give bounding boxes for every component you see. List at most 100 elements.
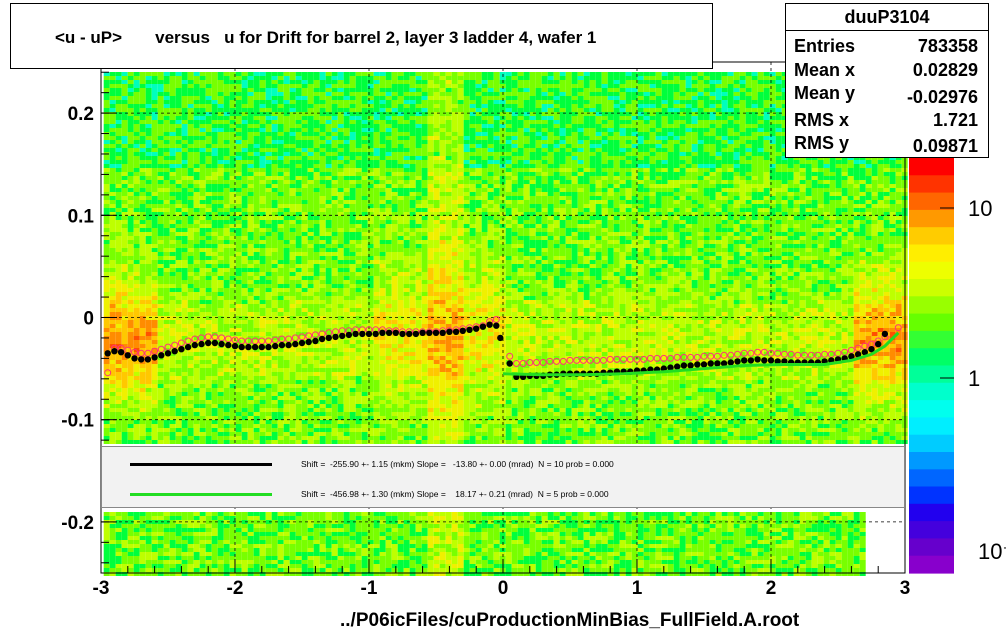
heatmap-cell [307,152,314,156]
heatmap-cell [181,540,188,544]
heatmap-cell [193,96,200,100]
heatmap-cell [361,324,368,328]
heatmap-cell [175,404,182,408]
heatmap-cell [199,92,206,96]
heatmap-cell [103,440,110,444]
heatmap-cell [229,380,236,384]
heatmap-cell [259,124,266,128]
heatmap-cell [121,112,128,116]
heatmap-cell [223,72,230,76]
heatmap-cell [109,160,116,164]
heatmap-cell [271,320,278,324]
heatmap-cell [169,228,176,232]
heatmap-cell [163,416,170,420]
heatmap-cell [241,292,248,296]
heatmap-cell [361,88,368,92]
heatmap-cell [181,120,188,124]
heatmap-cell [235,412,242,416]
heatmap-cell [223,184,230,188]
heatmap-cell [157,148,164,152]
heatmap-cell [295,84,302,88]
heatmap-cell [199,520,206,524]
heatmap-cell [109,340,116,344]
heatmap-cell [307,344,314,348]
heatmap-cell [217,384,224,388]
heatmap-cell [361,112,368,116]
heatmap-cell [181,220,188,224]
heatmap-cell [217,400,224,404]
heatmap-cell [223,316,230,320]
heatmap-cell [193,108,200,112]
heatmap-cell [319,172,326,176]
heatmap-cell [343,100,350,104]
heatmap-cell [373,316,380,320]
heatmap-cell [265,376,272,380]
heatmap-cell [145,88,152,92]
heatmap-cell [325,112,332,116]
heatmap-cell [367,116,374,120]
heatmap-cell [253,568,260,572]
heatmap-cell [241,168,248,172]
heatmap-cell [103,248,110,252]
heatmap-cell [253,156,260,160]
heatmap-cell [163,100,170,104]
heatmap-cell [301,188,308,192]
heatmap-cell [121,172,128,176]
heatmap-cell [307,512,314,516]
heatmap-cell [307,348,314,352]
heatmap-cell [307,380,314,384]
heatmap-cell [307,552,314,556]
heatmap-cell [307,92,314,96]
heatmap-cell [109,540,116,544]
heatmap-cell [133,428,140,432]
heatmap-cell [253,240,260,244]
heatmap-cell [313,224,320,228]
heatmap-cell [253,208,260,212]
heatmap-cell [289,436,296,440]
heatmap-cell [139,428,146,432]
heatmap-cell [295,316,302,320]
heatmap-cell [103,300,110,304]
heatmap-cell [331,344,338,348]
heatmap-cell [217,160,224,164]
heatmap-cell [367,384,374,388]
heatmap-cell [145,124,152,128]
heatmap-cell [211,372,218,376]
heatmap-cell [163,528,170,532]
heatmap-cell [373,276,380,280]
heatmap-cell [259,428,266,432]
heatmap-cell [199,296,206,300]
heatmap-cell [169,548,176,552]
heatmap-cell [349,256,356,260]
heatmap-cell [247,392,254,396]
heatmap-cell [133,416,140,420]
heatmap-cell [229,368,236,372]
heatmap-cell [289,96,296,100]
heatmap-cell [229,332,236,336]
heatmap-cell [139,516,146,520]
heatmap-cell [223,76,230,80]
heatmap-cell [259,436,266,440]
heatmap-cell [349,340,356,344]
heatmap-cell [139,144,146,148]
heatmap-cell [151,232,158,236]
heatmap-cell [229,128,236,132]
heatmap-cell [277,428,284,432]
heatmap-cell [361,92,368,96]
heatmap-cell [349,416,356,420]
heatmap-cell [283,532,290,536]
heatmap-cell [241,280,248,284]
heatmap-cell [241,104,248,108]
heatmap-cell [271,404,278,408]
heatmap-cell [205,312,212,316]
heatmap-cell [265,308,272,312]
heatmap-cell [301,220,308,224]
heatmap-cell [367,552,374,556]
heatmap-cell [217,192,224,196]
heatmap-cell [271,516,278,520]
heatmap-cell [211,536,218,540]
heatmap-cell [349,192,356,196]
heatmap-cell [367,548,374,552]
heatmap-cell [265,184,272,188]
heatmap-cell [229,352,236,356]
